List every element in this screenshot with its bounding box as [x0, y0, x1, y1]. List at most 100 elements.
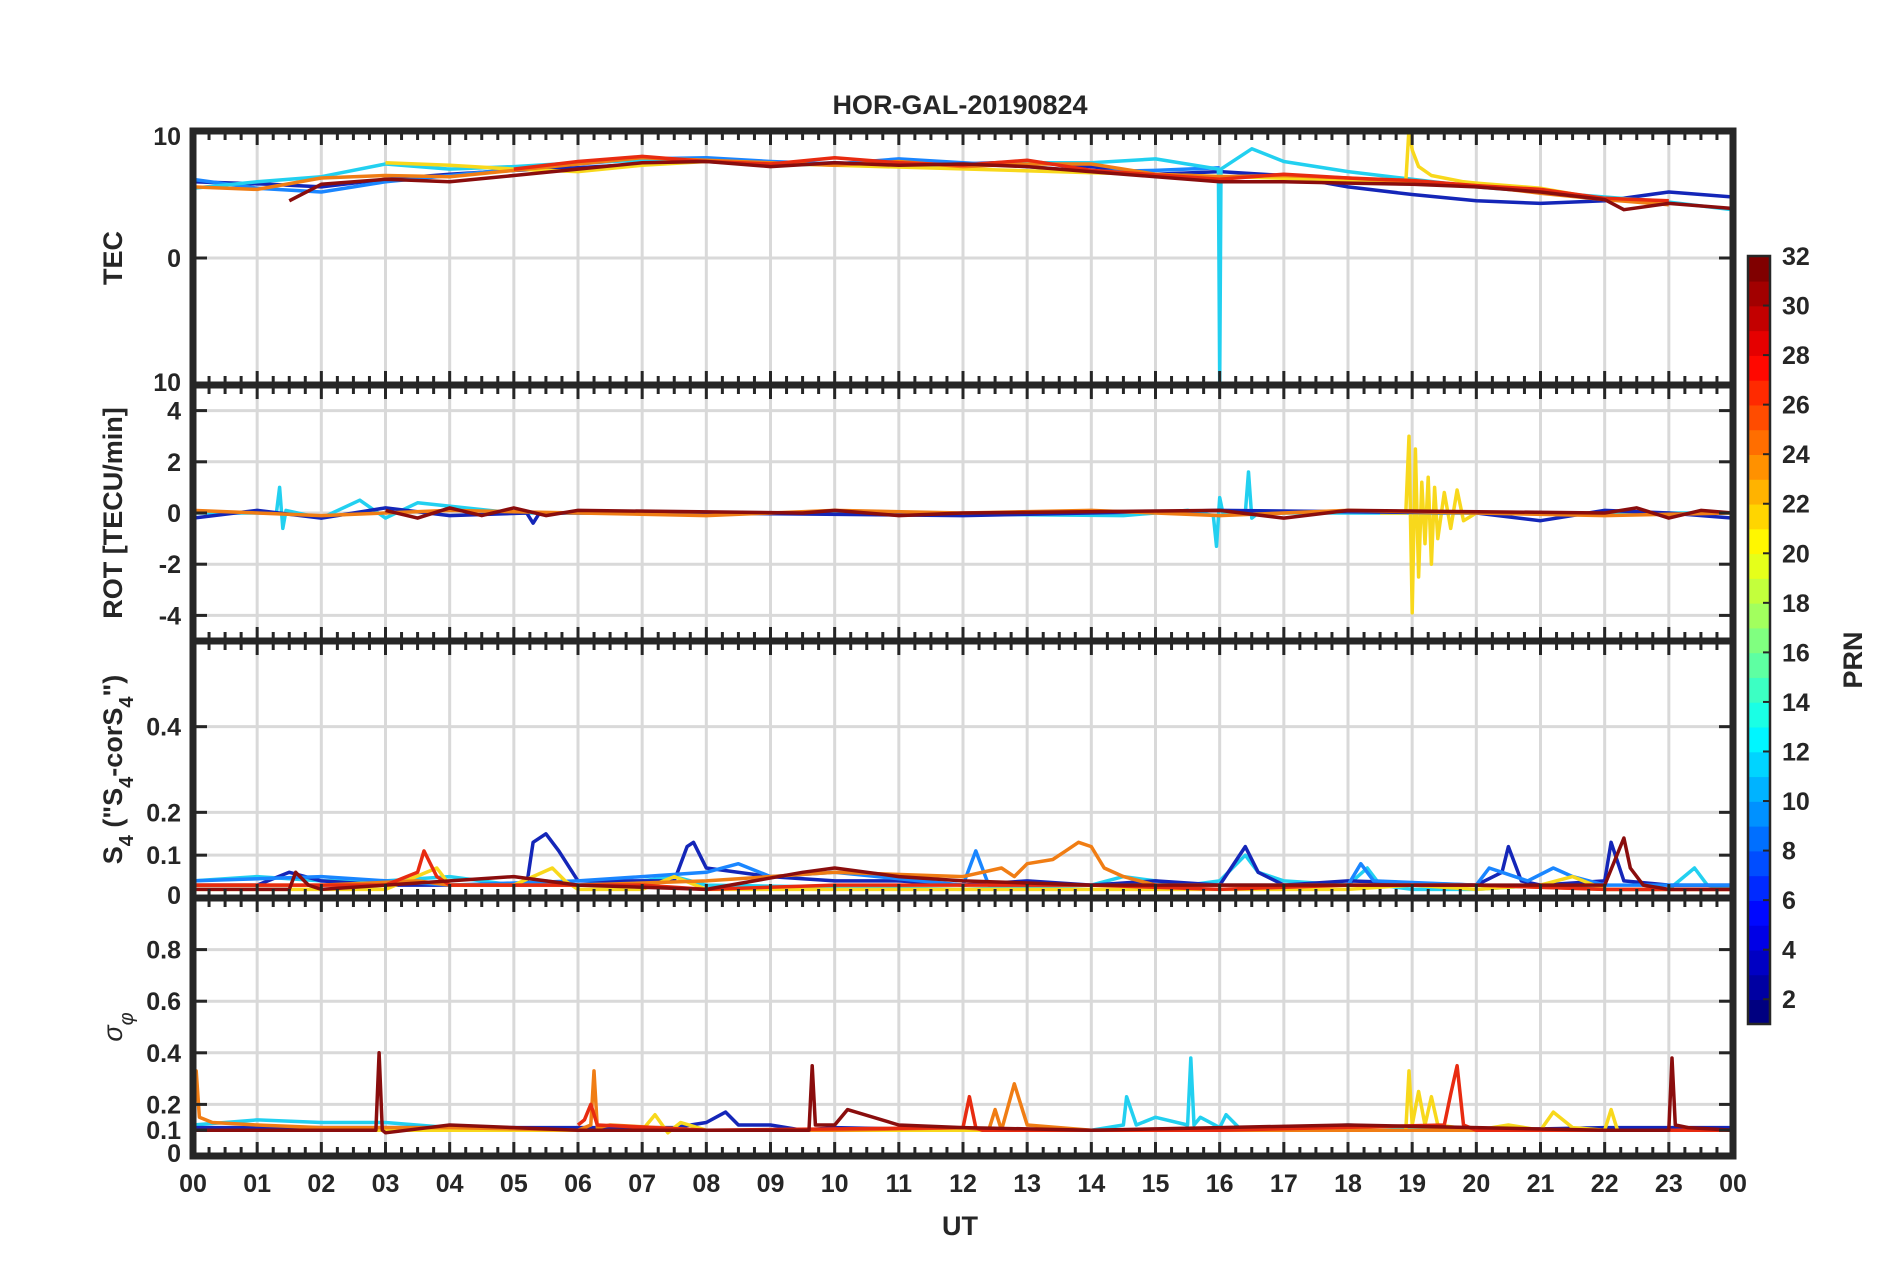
colorbar-tick-label: 16: [1782, 639, 1810, 667]
y-axis-label-note-sub: 4: [116, 776, 138, 788]
x-tick-label: 04: [436, 1170, 464, 1198]
x-tick-label: 09: [757, 1170, 785, 1198]
colorbar-tick-label: 32: [1782, 243, 1810, 271]
series-group: [193, 1051, 1733, 1135]
panel-1: 10 0 10 TEC: [98, 123, 1737, 397]
chart-title: HOR-GAL-20190824: [832, 90, 1087, 120]
colorbar-segment: [1748, 974, 1770, 1001]
y-tick-label: 0.1: [146, 1117, 181, 1145]
colorbar-frame: [1746, 254, 1772, 1026]
y-tick-label: 0.4: [146, 1040, 181, 1068]
colorbar-tick-label: 4: [1782, 937, 1796, 965]
y-tick-label: -4: [159, 602, 181, 630]
y-tick-label: 2: [167, 449, 181, 477]
series-group: [193, 131, 1733, 385]
colorbar-segment: [1748, 776, 1770, 802]
y-tick-label: 0: [167, 1140, 181, 1168]
series-line-7: [288, 159, 1733, 212]
colorbar-tick-label: 24: [1782, 441, 1810, 469]
x-tick-label: 19: [1398, 1170, 1426, 1198]
colorbar-segment: [1748, 677, 1770, 703]
x-tick-label: 06: [564, 1170, 592, 1198]
colorbar-segment: [1748, 280, 1770, 307]
x-tick-label: 00: [1719, 1170, 1747, 1198]
y-axis-label: S4 ("S4-corS4"): [98, 675, 138, 865]
colorbar-tick-label: 18: [1782, 590, 1810, 618]
colorbar-segment: [1748, 454, 1770, 480]
colorbar-segment: [1748, 305, 1770, 332]
colorbar-segment: [1748, 726, 1770, 753]
colorbar-tick-label: 14: [1782, 689, 1810, 717]
y-tick-label: 0: [167, 500, 181, 528]
colorbar-tick-label: 12: [1782, 738, 1810, 766]
y-axis-label-note: "): [98, 675, 128, 697]
y-axis-label: σφ: [98, 1012, 138, 1041]
y-axis-label-main: σ: [98, 1024, 128, 1042]
series-line-6: [193, 1051, 1733, 1135]
panel-4: 00.10.2 0.4 0.6 0.8 σφ: [98, 894, 1737, 1168]
y-tick-label: 0.2: [146, 1091, 181, 1119]
x-tick-label: 08: [692, 1170, 720, 1198]
colorbar-segment: [1748, 330, 1770, 356]
y-tick-label: 4: [167, 398, 181, 426]
colorbar-segment: [1748, 999, 1770, 1025]
colorbar-segment: [1748, 701, 1770, 728]
y-tick-label: 0: [167, 245, 181, 273]
y-tick-label: 10: [153, 123, 181, 151]
y-tick-label: 10: [153, 369, 181, 397]
colorbar-segment: [1748, 652, 1770, 678]
colorbar-segment: [1748, 825, 1770, 852]
colorbar-segment: [1748, 924, 1770, 951]
y-axis-label-note: -corS: [98, 708, 128, 777]
colorbar-tick-label: 10: [1782, 788, 1810, 816]
y-axis-label: ROT [TECU/min]: [98, 407, 128, 618]
series-line-2: [1380, 434, 1605, 615]
colorbar-segment: [1748, 355, 1770, 381]
colorbar-tick-label: 8: [1782, 838, 1796, 866]
colorbar-segment: [1748, 404, 1770, 431]
colorbar-segment: [1748, 503, 1770, 530]
colorbar-segment: [1748, 256, 1770, 282]
series-line-5: [385, 506, 1733, 520]
x-tick-label: 10: [821, 1170, 849, 1198]
x-tick-label: 15: [1142, 1170, 1170, 1198]
x-tick-label: 16: [1206, 1170, 1234, 1198]
x-tick-label: 07: [628, 1170, 656, 1198]
series-line-4: [385, 131, 1669, 206]
x-tick-label: 21: [1527, 1170, 1555, 1198]
colorbar-segment: [1748, 478, 1770, 505]
x-tick-label: 12: [949, 1170, 977, 1198]
colorbar-tick-label: 30: [1782, 293, 1810, 321]
panel-2: -4 -2 0 2 4 ROT [TECU/min]: [98, 381, 1737, 645]
series-group: [193, 434, 1733, 615]
y-tick-label: -2: [159, 551, 181, 579]
y-tick-label: 0.6: [146, 988, 181, 1016]
colorbar-segment: [1748, 379, 1770, 406]
colorbar-segment: [1748, 751, 1770, 778]
y-axis-label-note-sub: 4: [116, 696, 138, 708]
colorbar-segment: [1748, 850, 1770, 877]
colorbar-tick-label: 2: [1782, 986, 1796, 1014]
x-tick-label: 18: [1334, 1170, 1362, 1198]
colorbar-segment: [1748, 900, 1770, 926]
colorbar-tick-label: 6: [1782, 887, 1796, 915]
colorbar-segment: [1748, 553, 1770, 579]
y-axis-label-sub: φ: [116, 1012, 138, 1025]
colorbar-segment: [1748, 429, 1770, 455]
x-tick-label: 11: [886, 1170, 913, 1198]
x-tick-label: 05: [500, 1170, 528, 1198]
y-tick-label: 0.2: [146, 799, 181, 827]
x-tick-label: 23: [1655, 1170, 1683, 1198]
y-tick-label: 0.4: [146, 714, 181, 742]
y-tick-label: 0.8: [146, 937, 181, 965]
x-tick-label: 17: [1270, 1170, 1298, 1198]
x-tick-label: 02: [307, 1170, 335, 1198]
colorbar-tick-label: 22: [1782, 491, 1810, 519]
colorbar-segment: [1748, 602, 1770, 629]
colorbar-tick-label: 26: [1782, 392, 1810, 420]
x-tick-label: 13: [1013, 1170, 1041, 1198]
colorbar-segment: [1748, 801, 1770, 827]
colorbar-segment: [1748, 528, 1770, 555]
